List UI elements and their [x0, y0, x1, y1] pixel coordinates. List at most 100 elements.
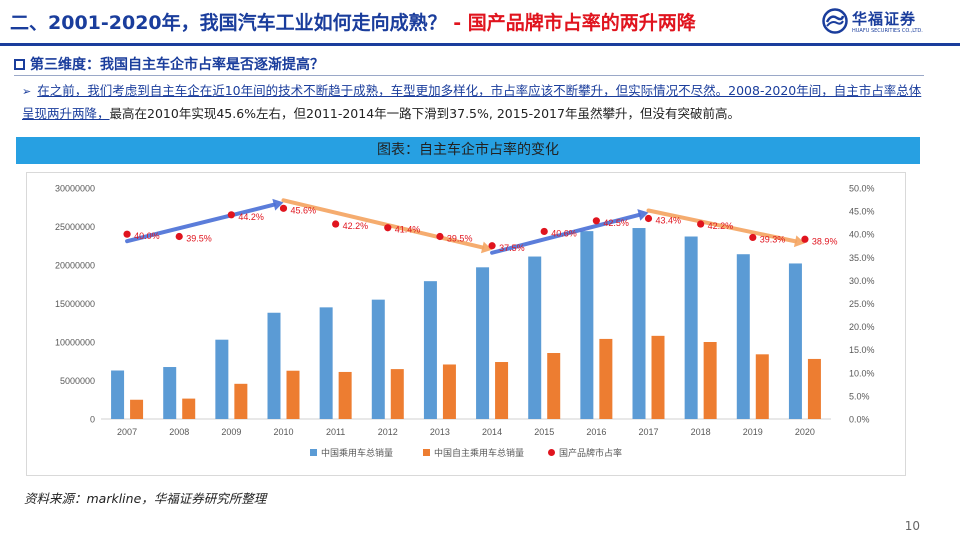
bar-domestic-sales: [807, 358, 821, 419]
bar-total-sales: [267, 312, 281, 419]
share-data-label: 40.6%: [551, 228, 577, 238]
bar-total-sales: [788, 263, 802, 419]
share-point: [175, 232, 183, 241]
y-left-tick-label: 10000000: [55, 338, 95, 348]
bar-domestic-sales: [703, 342, 717, 419]
x-tick-label: 2018: [691, 427, 711, 437]
bar-total-sales: [580, 231, 594, 419]
bullet-arrow-icon: ➢: [22, 85, 32, 98]
trend-arrow-up: [125, 202, 276, 244]
page-title-main: 二、2001-2020年，我国汽车工业如何走向成熟？: [10, 12, 447, 34]
legend-swatch: [310, 449, 317, 456]
share-data-label: 39.5%: [447, 234, 473, 244]
trend-arrow-up-head: [637, 209, 649, 221]
y-left-tick-label: 30000000: [55, 184, 95, 194]
bar-domestic-sales: [651, 335, 665, 419]
x-tick-label: 2015: [534, 427, 554, 437]
trend-arrow-up-head: [272, 198, 284, 211]
y-right-tick-label: 20.0%: [849, 322, 875, 332]
y-right-tick-label: 40.0%: [849, 230, 875, 240]
bar-domestic-sales: [599, 338, 613, 419]
x-tick-label: 2014: [482, 427, 502, 437]
bar-total-sales: [163, 367, 177, 419]
bar-total-sales: [111, 370, 125, 419]
share-point: [279, 204, 288, 212]
x-tick-label: 2007: [117, 427, 137, 437]
bar-total-sales: [319, 307, 333, 419]
y-right-tick-label: 10.0%: [849, 368, 875, 378]
share-point: [697, 220, 705, 228]
legend-swatch: [423, 449, 430, 456]
body-text-underlined: 在之前，我们考虑到自主车企在近10年间的技术不断趋于成熟，车型更加多样化，市占率…: [22, 83, 922, 121]
title-divider: [0, 43, 960, 46]
bar-domestic-sales: [495, 362, 509, 419]
share-data-label: 39.5%: [186, 234, 212, 244]
share-data-label: 45.6%: [291, 205, 317, 215]
y-right-tick-label: 50.0%: [849, 184, 875, 194]
share-data-label: 43.4%: [656, 215, 682, 225]
bar-total-sales: [632, 228, 646, 419]
y-left-tick-label: 0: [90, 415, 95, 425]
bar-domestic-sales: [338, 371, 352, 419]
bar-domestic-sales: [234, 383, 248, 419]
chart-banner: 图表：自主车企市占率的变化: [16, 137, 920, 164]
y-left-tick-label: 5000000: [60, 376, 95, 386]
share-point: [436, 232, 444, 241]
bar-domestic-sales: [755, 354, 769, 419]
bar-domestic-sales: [130, 399, 144, 419]
bar-total-sales: [423, 281, 437, 419]
trend-arrow-down-head: [480, 241, 493, 254]
y-left-tick-label: 15000000: [55, 299, 95, 309]
y-right-tick-label: 30.0%: [849, 276, 875, 286]
share-point: [592, 217, 600, 225]
section-heading-text: 第三维度：我国自主车企市占率是否逐渐提高？: [30, 57, 324, 73]
y-left-tick-label: 20000000: [55, 261, 95, 271]
y-left-tick-label: 25000000: [55, 222, 95, 232]
y-right-tick-label: 45.0%: [849, 207, 875, 217]
bar-total-sales: [684, 236, 698, 419]
x-tick-label: 2019: [743, 427, 763, 437]
trend-arrow-up: [490, 212, 641, 255]
share-data-label: 41.4%: [395, 225, 421, 235]
body-text-plain: 最高在2010年实现45.6%左右，但2011-2014年一路下滑到37.5%,…: [109, 106, 740, 121]
share-point: [749, 233, 757, 242]
share-data-label: 37.5%: [499, 243, 525, 253]
checkbox-square-icon: [14, 59, 25, 70]
share-point: [332, 220, 340, 228]
bar-total-sales: [215, 339, 229, 419]
x-tick-label: 2020: [795, 427, 815, 437]
share-data-label: 39.3%: [760, 234, 786, 244]
logo-name-cn: 华福证券: [852, 10, 917, 28]
trend-arrow-down-head: [793, 235, 805, 248]
bar-total-sales: [371, 299, 385, 419]
share-point: [540, 227, 548, 236]
share-point: [801, 235, 809, 243]
x-tick-label: 2009: [221, 427, 241, 437]
source-note: 资料来源：markline，华福证券研究所整理: [24, 491, 267, 506]
bar-domestic-sales: [442, 364, 456, 419]
page-number: 10: [904, 519, 920, 533]
legend-label: 中国乘用车总销量: [321, 447, 393, 458]
bar-domestic-sales: [286, 370, 300, 419]
huafu-logo: 华福证券 HUAFU SECURITIES CO.,LTD.: [822, 6, 942, 38]
y-right-tick-label: 25.0%: [849, 299, 875, 309]
bar-domestic-sales: [390, 369, 404, 419]
page-title-highlight: 国产品牌市占率的两升两降: [467, 12, 696, 34]
logo-name-en: HUAFU SECURITIES CO.,LTD.: [852, 28, 923, 34]
page-title: 二、2001-2020年，我国汽车工业如何走向成熟？ - 国产品牌市占率的两升两…: [10, 8, 696, 35]
legend-swatch: [548, 449, 555, 456]
x-tick-label: 2008: [169, 427, 189, 437]
chart-svg: 30000000 25000000 20000000 15000000 10000000…: [55, 184, 875, 459]
share-data-label: 42.5%: [603, 218, 629, 228]
share-data-label: 38.9%: [812, 236, 838, 246]
share-data-label: 40.0%: [134, 231, 160, 241]
share-point: [384, 224, 392, 232]
x-tick-label: 2010: [273, 427, 293, 437]
x-tick-label: 2011: [326, 427, 345, 437]
share-point: [488, 242, 496, 250]
heading-divider: [14, 75, 924, 76]
y-right-tick-label: 35.0%: [849, 253, 875, 263]
share-data-label: 42.2%: [343, 221, 369, 231]
bar-total-sales: [528, 256, 542, 419]
y-right-tick-label: 0.0%: [849, 415, 870, 425]
